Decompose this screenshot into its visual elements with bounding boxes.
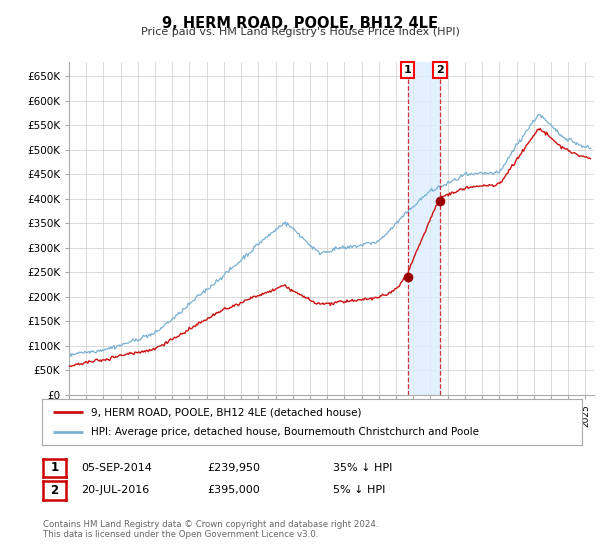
Text: 05-SEP-2014: 05-SEP-2014 [81, 463, 152, 473]
Text: 5% ↓ HPI: 5% ↓ HPI [333, 485, 385, 495]
Text: 2: 2 [50, 484, 59, 497]
Text: £395,000: £395,000 [207, 485, 260, 495]
Text: HPI: Average price, detached house, Bournemouth Christchurch and Poole: HPI: Average price, detached house, Bour… [91, 427, 479, 437]
Text: 20-JUL-2016: 20-JUL-2016 [81, 485, 149, 495]
Text: Contains HM Land Registry data © Crown copyright and database right 2024.
This d: Contains HM Land Registry data © Crown c… [43, 520, 379, 539]
Text: £239,950: £239,950 [207, 463, 260, 473]
Text: 2: 2 [436, 65, 444, 75]
Text: 9, HERM ROAD, POOLE, BH12 4LE (detached house): 9, HERM ROAD, POOLE, BH12 4LE (detached … [91, 407, 361, 417]
Text: 35% ↓ HPI: 35% ↓ HPI [333, 463, 392, 473]
Text: 1: 1 [50, 461, 59, 474]
Text: 9, HERM ROAD, POOLE, BH12 4LE: 9, HERM ROAD, POOLE, BH12 4LE [162, 16, 438, 31]
Text: 1: 1 [404, 65, 412, 75]
Text: Price paid vs. HM Land Registry's House Price Index (HPI): Price paid vs. HM Land Registry's House … [140, 27, 460, 37]
Bar [407, 62, 440, 395]
